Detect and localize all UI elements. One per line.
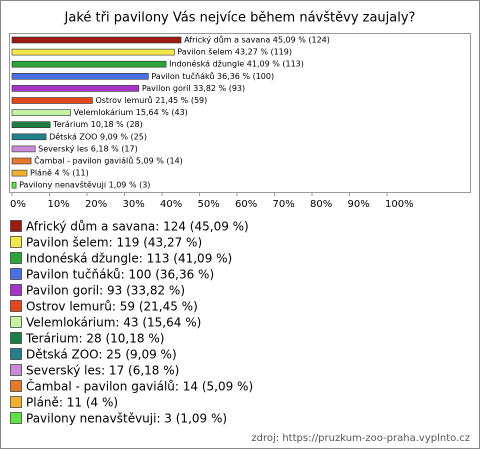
x-tick-label: 20%: [85, 199, 107, 210]
bar: [11, 145, 36, 153]
bar-label: Dětská ZOO 9,09 % (25): [49, 132, 147, 141]
bar: [11, 36, 182, 44]
legend-swatch: [10, 284, 22, 296]
x-tick-label: 70%: [273, 199, 295, 210]
bar: [11, 48, 175, 56]
source: zdroj: https://pruzkum-zoo-praha.vyplnto…: [251, 433, 470, 444]
legend-label: Dětská ZOO: 25 (9,09 %): [26, 348, 177, 362]
bar-label: Severský les 6,18 % (17): [38, 144, 138, 153]
x-tick-label: 90%: [348, 199, 370, 210]
bar-label: Terárium 10,18 % (28): [52, 120, 143, 129]
legend-label: Pavilon šelem: 119 (43,27 %): [26, 236, 202, 250]
x-tick-label: 50%: [198, 199, 220, 210]
legend-label: Africký dům a savana: 124 (45,09 %): [26, 220, 249, 234]
legend-swatch: [10, 300, 22, 312]
legend-swatch: [10, 252, 22, 264]
bar-label: Velemlokárium 15,64 % (43): [74, 108, 188, 117]
legend-label: Severský les: 17 (6,18 %): [26, 364, 179, 378]
bar: [11, 121, 51, 128]
legend-swatch: [10, 220, 22, 232]
legend-label: Čambal - pavilon gaviálů: 14 (5,09 %): [26, 379, 253, 394]
x-tick-label: 80%: [310, 199, 332, 210]
bar: [11, 85, 140, 92]
chart-title: Jaké tři pavilony Vás nejvíce během návš…: [64, 11, 416, 26]
legend-swatch: [10, 380, 22, 392]
legend-label: Indonéská džungle: 113 (41,09 %): [26, 252, 232, 266]
bar-label: Pavilony nenavštěvuji 1,09 % (3): [19, 180, 150, 190]
x-tick-label: 100%: [385, 199, 414, 210]
bar-label: Africký dům a savana 45,09 % (124): [184, 35, 330, 45]
bar-label: Pavilon šelem 43,27 % (119): [177, 47, 292, 57]
bar-label: Čambal - pavilon gaviálů 5,09 % (14): [34, 155, 183, 166]
bar: [11, 133, 47, 141]
legend-label: Pavilony nenavštěvuji: 3 (1,09 %): [26, 412, 227, 426]
legend-label: Pavilon goril: 93 (33,82 %): [26, 284, 185, 298]
bar: [11, 169, 28, 177]
bar-label: Pavilon tučňáků 36,36 % (100): [151, 71, 274, 81]
bar: [11, 157, 32, 165]
legend-swatch: [10, 348, 22, 360]
plot-area: [9, 33, 471, 193]
legend-label: Pavilon tučňáků: 100 (36,36 %): [26, 268, 214, 282]
bar: [11, 181, 17, 189]
legend-label: Pláně: 11 (4 %): [26, 396, 118, 410]
x-tick-label: 10%: [48, 199, 70, 210]
bar: [11, 73, 149, 80]
legend-swatch: [10, 236, 22, 248]
bar-label: Ostrov lemurů 21,45 % (59): [95, 95, 207, 105]
legend-label: Terárium: 28 (10,18 %): [25, 332, 164, 346]
legend-swatch: [10, 396, 22, 408]
bar: [11, 97, 93, 104]
legend-swatch: [10, 412, 22, 424]
bar-label: Indonéská džungle 41,09 % (113): [169, 59, 304, 69]
x-tick-label: 60%: [235, 199, 257, 210]
legend-label: Velemlokárium: 43 (15,64 %): [26, 316, 201, 330]
bar: [11, 109, 71, 116]
legend-swatch: [10, 268, 22, 280]
x-tick-label: 0%: [10, 199, 26, 210]
bar-label: Pláně 4 % (11): [30, 169, 89, 178]
legend-swatch: [10, 316, 22, 328]
x-tick-label: 30%: [123, 199, 145, 210]
legend-label: Ostrov lemurů: 59 (21,45 %): [26, 300, 198, 314]
bar: [11, 60, 167, 68]
legend-swatch: [10, 332, 22, 344]
legend-swatch: [10, 364, 22, 376]
x-tick-label: 40%: [160, 199, 182, 210]
bar-label: Pavilon goril 33,82 % (93): [142, 84, 245, 93]
